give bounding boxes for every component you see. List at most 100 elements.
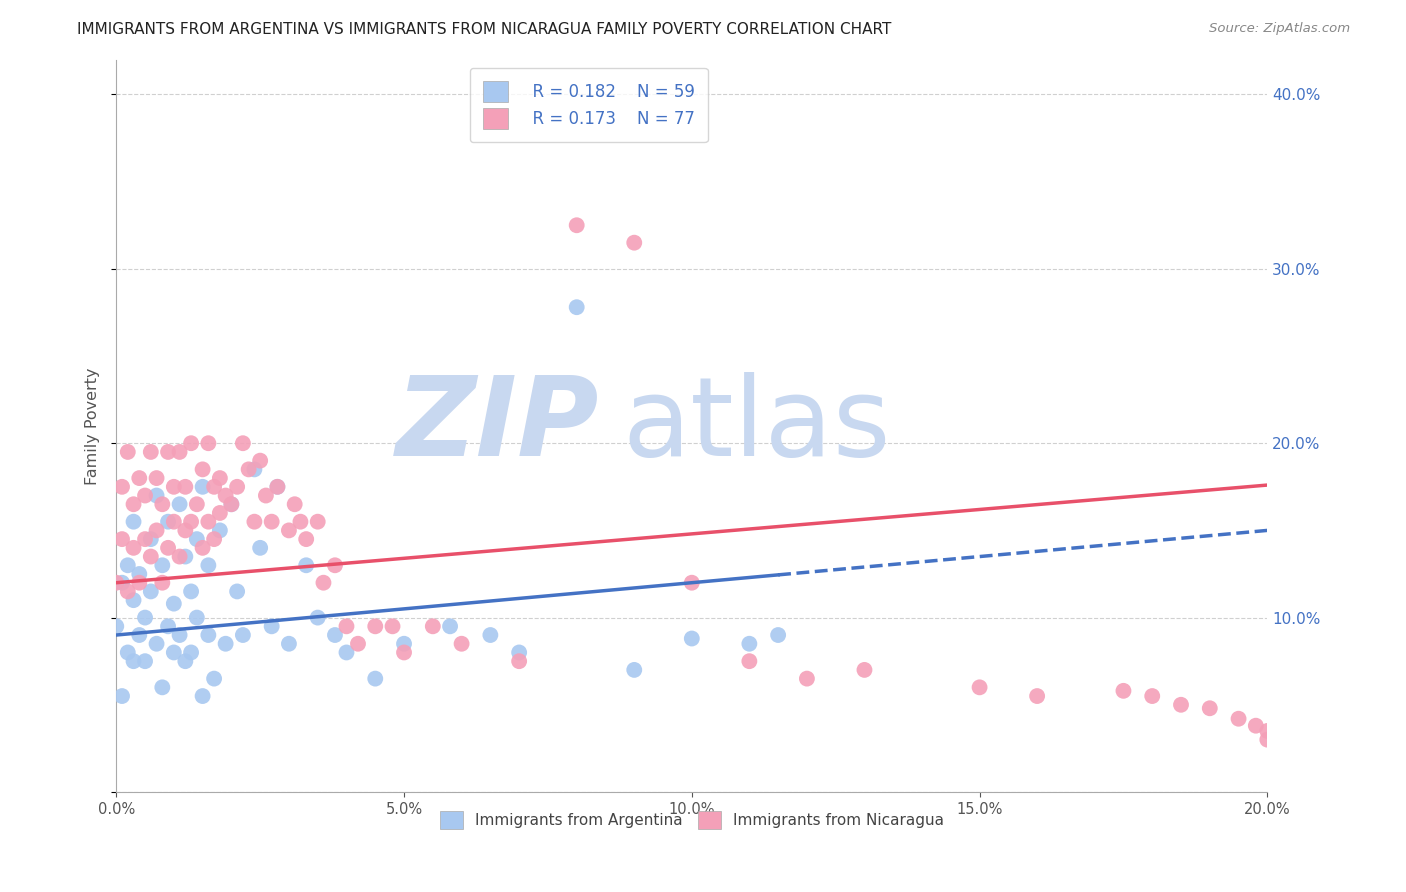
Point [232,436,254,450]
Point [117,558,139,573]
Text: Source: ZipAtlas.com: Source: ZipAtlas.com [1209,22,1350,36]
Point [150,575,173,590]
Point [214,489,236,503]
Point [312,575,335,590]
Point [128,566,150,581]
Point [202,480,225,494]
Point [111,689,134,703]
Point [111,480,134,494]
Point [145,524,167,538]
Point [307,515,329,529]
Point [347,637,370,651]
Text: IMMIGRANTS FROM ARGENTINA VS IMMIGRANTS FROM NICARAGUA FAMILY POVERTY CORRELATIO: IMMIGRANTS FROM ARGENTINA VS IMMIGRANTS … [77,22,891,37]
Point [180,645,202,659]
Point [392,637,415,651]
Point [295,532,318,546]
Point [163,515,186,529]
Point [186,610,208,624]
Point [307,610,329,624]
Point [392,645,415,659]
Point [180,436,202,450]
Point [479,628,502,642]
Point [221,497,243,511]
Point [1026,689,1049,703]
Point [139,584,162,599]
Point [157,445,180,459]
Point [174,480,197,494]
Point [122,515,145,529]
Point [323,628,346,642]
Point [128,628,150,642]
Point [169,549,191,564]
Point [221,497,243,511]
Point [323,558,346,573]
Point [122,497,145,511]
Point [969,681,991,695]
Point [623,235,645,250]
Point [208,524,231,538]
Point [681,632,703,646]
Point [197,558,219,573]
Point [1198,701,1220,715]
Point [145,637,167,651]
Point [145,471,167,485]
Point [508,645,530,659]
Point [139,532,162,546]
Point [202,532,225,546]
Point [1227,712,1250,726]
Point [249,541,271,555]
Point [243,462,266,476]
Point [117,645,139,659]
Point [128,575,150,590]
Point [145,489,167,503]
Point [139,445,162,459]
Point [226,584,249,599]
Point [163,480,186,494]
Point [202,672,225,686]
Point [1244,719,1267,733]
Point [157,541,180,555]
Point [260,619,283,633]
Point [111,532,134,546]
Point [163,645,186,659]
Point [1256,723,1278,738]
Point [1142,689,1164,703]
Point [238,462,260,476]
Point [186,497,208,511]
Point [150,558,173,573]
Point [738,654,761,668]
Point [169,628,191,642]
Point [796,672,818,686]
Point [277,524,299,538]
Point [134,532,156,546]
Point [111,575,134,590]
Point [335,619,357,633]
Point [191,689,214,703]
Point [134,489,156,503]
Point [277,637,299,651]
Point [335,645,357,659]
Legend: Immigrants from Argentina, Immigrants from Nicaragua: Immigrants from Argentina, Immigrants fr… [433,805,950,836]
Point [174,524,197,538]
Point [150,497,173,511]
Point [364,619,387,633]
Point [117,584,139,599]
Point [191,480,214,494]
Point [738,637,761,651]
Point [105,575,128,590]
Point [174,654,197,668]
Point [565,300,588,314]
Point [197,628,219,642]
Point [157,619,180,633]
Point [128,471,150,485]
Point [186,532,208,546]
Point [623,663,645,677]
Point [1112,683,1135,698]
Point [191,541,214,555]
Point [197,436,219,450]
Point [232,628,254,642]
Point [284,497,307,511]
Point [508,654,530,668]
Point [290,515,312,529]
Point [139,549,162,564]
